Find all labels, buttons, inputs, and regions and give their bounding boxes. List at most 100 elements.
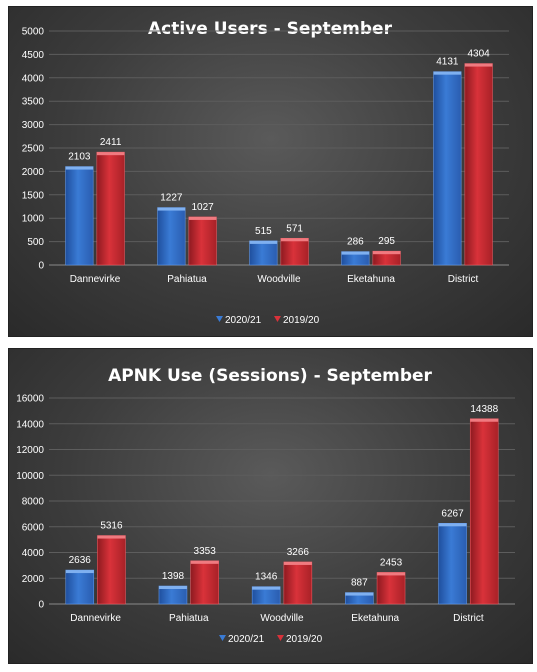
data-label: 4131 (436, 57, 459, 68)
legend-marker-icon (216, 316, 223, 322)
category-label: Pahiatua (167, 274, 207, 285)
bar-top-cap (65, 166, 94, 170)
y-tick-label: 12000 (16, 445, 44, 456)
data-label: 3353 (194, 546, 217, 557)
bar-top-cap (377, 572, 406, 576)
bar-2019-20 (280, 237, 309, 266)
legend-label: 2019/20 (286, 634, 323, 645)
legend-item: 2019/20 (277, 634, 323, 645)
data-label: 2103 (68, 152, 91, 163)
bar-top-cap (433, 71, 462, 75)
y-tick-label: 3500 (22, 97, 45, 108)
data-label: 2411 (100, 137, 122, 148)
data-label: 3266 (287, 547, 310, 558)
bar-top-cap (188, 216, 217, 220)
category-label: Dannevirke (70, 274, 121, 285)
bar-2019-20 (469, 418, 499, 605)
y-tick-label: 0 (38, 600, 44, 611)
bar-top-cap (158, 586, 187, 590)
bar-top-cap (280, 238, 309, 242)
y-tick-label: 4000 (22, 548, 45, 559)
data-label: 2636 (69, 555, 92, 566)
bar-top-cap (97, 535, 126, 539)
y-tick-label: 5000 (22, 27, 45, 38)
y-tick-label: 2000 (22, 167, 45, 178)
bar-top-cap (372, 251, 401, 255)
apnk-sessions-chart-panel: APNK Use (Sessions) - September 0 2000 400… (8, 348, 533, 664)
y-tick-label: 1000 (22, 214, 45, 225)
legend-marker-icon (277, 635, 284, 641)
data-label: 1027 (192, 202, 215, 213)
bar-2019-20 (376, 572, 406, 605)
y-tick-label: 8000 (22, 497, 45, 508)
bar-2020-21 (158, 585, 188, 605)
data-label: 6267 (441, 508, 464, 519)
data-label: 4304 (468, 49, 491, 60)
category-label: Woodville (260, 613, 304, 624)
category-label: Eketahuna (347, 274, 395, 285)
y-tick-label: 3000 (22, 120, 45, 131)
bar-2020-21 (65, 569, 95, 605)
y-tick-label: 6000 (22, 522, 45, 533)
legend-marker-icon (274, 316, 281, 322)
category-label: Woodville (257, 274, 301, 285)
data-label: 286 (347, 237, 364, 248)
active-users-chart-panel: Active Users - September 0 500 1000 1500 200… (8, 6, 533, 337)
data-label: 887 (351, 578, 368, 589)
y-tick-label: 1500 (22, 190, 45, 201)
bar-top-cap (464, 63, 493, 67)
data-label: 14388 (470, 404, 498, 415)
bar-top-cap (341, 251, 370, 255)
data-label: 1398 (162, 571, 185, 582)
y-tick-label: 2000 (22, 574, 45, 585)
bar-2019-20 (96, 151, 125, 266)
bar-2020-21 (433, 71, 462, 266)
category-label: District (448, 274, 479, 285)
y-tick-label: 500 (27, 237, 44, 248)
bar-top-cap (157, 207, 186, 211)
bar-top-cap (249, 240, 278, 244)
bar-2019-20 (97, 535, 126, 605)
data-label: 515 (255, 226, 272, 237)
legend-label: 2020/21 (225, 315, 262, 326)
data-label: 1346 (255, 572, 278, 583)
category-label: Pahiatua (169, 613, 209, 624)
bar-top-cap (283, 561, 312, 565)
legend-marker-icon (219, 635, 226, 641)
bar-2019-20 (190, 560, 219, 605)
y-tick-label: 10000 (16, 471, 44, 482)
chart-title: APNK Use (Sessions) - September (108, 366, 432, 386)
bar-2020-21 (65, 166, 94, 266)
y-tick-label: 0 (38, 261, 44, 272)
legend-label: 2020/21 (228, 634, 265, 645)
data-label: 2453 (380, 557, 403, 568)
legend-item: 2020/21 (216, 315, 262, 326)
bar-top-cap (190, 560, 219, 564)
apnk-sessions-chart: APNK Use (Sessions) - September 0 2000 400… (16, 366, 515, 645)
bar-top-cap (470, 418, 499, 422)
category-label: District (453, 613, 484, 624)
legend-label: 2019/20 (283, 315, 320, 326)
category-label: Dannevirke (70, 613, 121, 624)
legend-item: 2020/21 (219, 634, 265, 645)
data-label: 5316 (100, 521, 123, 532)
chart-title: Active Users - September (148, 19, 393, 39)
bar-2020-21 (249, 240, 278, 266)
data-label: 571 (286, 223, 303, 234)
bar-2020-21 (438, 523, 467, 605)
y-tick-label: 4500 (22, 50, 45, 61)
bar-top-cap (438, 523, 467, 527)
data-label: 295 (378, 236, 395, 247)
y-tick-label: 16000 (16, 394, 44, 405)
bar-top-cap (345, 592, 374, 596)
bar-2019-20 (188, 216, 217, 266)
y-tick-label: 4000 (22, 73, 45, 84)
active-users-chart: Active Users - September 0 500 1000 1500 200… (22, 19, 509, 326)
bar-2019-20 (464, 63, 493, 266)
category-label: Eketahuna (351, 613, 399, 624)
bar-top-cap (252, 586, 281, 590)
bar-top-cap (96, 152, 125, 156)
bar-2020-21 (157, 207, 186, 266)
bar-2019-20 (283, 561, 313, 605)
y-tick-label: 2500 (22, 144, 45, 155)
